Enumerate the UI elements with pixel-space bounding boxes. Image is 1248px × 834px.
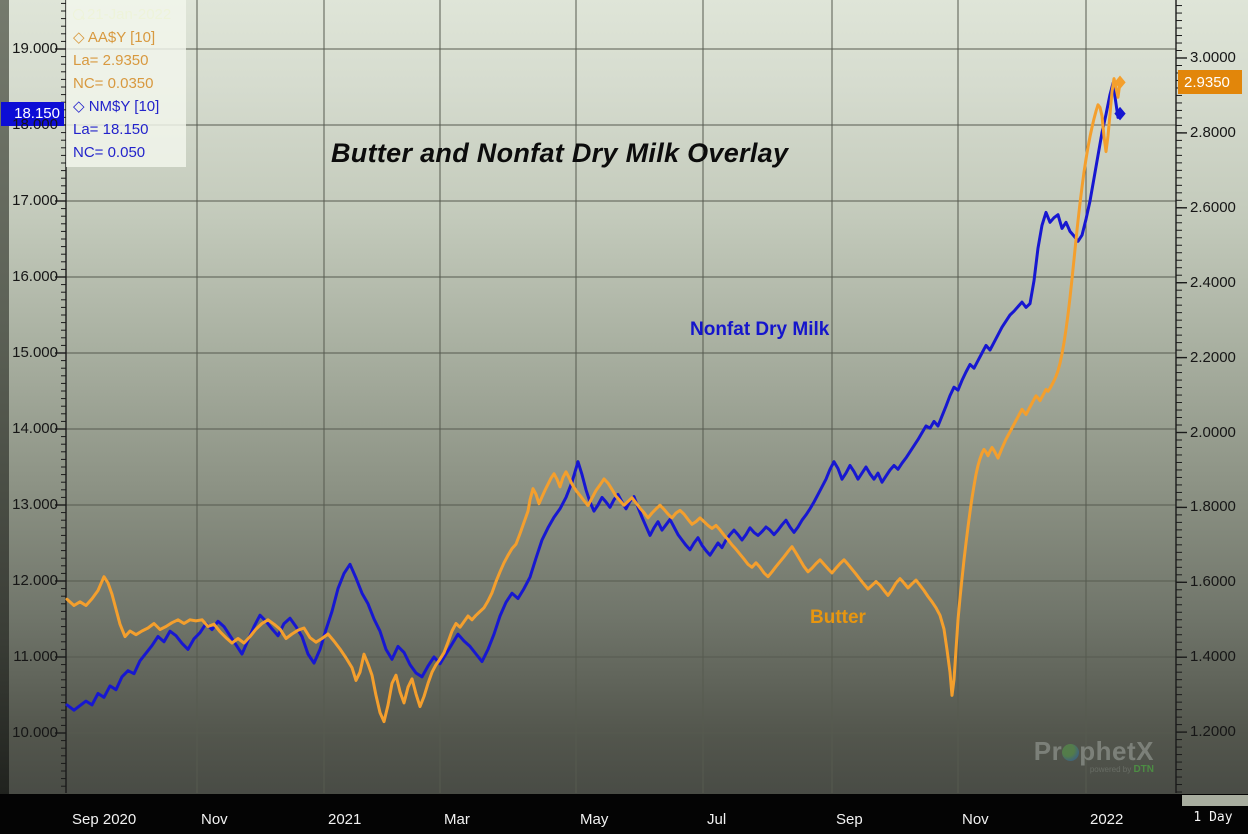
time-axis-label: 2022 (1090, 811, 1124, 828)
right-axis-tick-label: 2.2000 (1190, 348, 1236, 366)
time-axis-label: May (580, 811, 609, 828)
time-axis-label: Nov (962, 811, 989, 828)
left-axis-tick-label: 14.000 (12, 420, 58, 437)
right-axis-tick-label: 1.8000 (1190, 498, 1236, 516)
series-nonfat-dry-milk (65, 81, 1122, 712)
period-label: 1 Day (1193, 810, 1233, 825)
time-axis-label: Nov (201, 811, 228, 828)
legend-nonfat-netchange: NC= 0.050 (73, 144, 146, 161)
legend-date: 21-Jan-2022 (87, 6, 172, 23)
right-axis-tick-label: 3.0000 (1190, 49, 1236, 66)
butter-label: Butter (810, 607, 866, 628)
left-edge-shadow (0, 0, 9, 796)
legend-nonfat-last: La= 18.150 (73, 121, 149, 138)
left-axis-tick-label: 13.000 (12, 496, 58, 513)
right-axis-tick-label: 2.0000 (1190, 423, 1236, 441)
prophetx-logo: Pr phetX (1033, 736, 1154, 766)
left-axis-tick-label: 12.000 (12, 572, 58, 589)
powered-by-dtn: powered by DTN (1089, 764, 1154, 775)
time-axis-label: Jul (707, 811, 727, 828)
left-axis-tick-label: 11.000 (13, 648, 58, 665)
nonfat-dry-milk-label: Nonfat Dry Milk (690, 319, 830, 340)
last-price-badge-nonfat: 18.150 (1, 101, 64, 126)
left-axis-tick-label: 16.000 (12, 268, 58, 285)
series-end-diamond (1114, 75, 1126, 90)
left-axis-tick-label: 18.000 (12, 116, 58, 133)
prophetx-watermark: Pr phetX powered by DTN (988, 736, 1154, 775)
time-axis-label: 2021 (328, 811, 362, 828)
time-axis-label: Mar (444, 811, 470, 828)
chart-title: Butter and Nonfat Dry Milk Overlay (331, 138, 789, 168)
left-axis-tick-label: 17.000 (12, 192, 58, 209)
dtn-logo: DTN (1133, 764, 1154, 775)
right-axis-tick-label: 2.4000 (1190, 273, 1236, 291)
time-axis-bar (0, 794, 1248, 834)
right-axis-tick-label: 2.8000 (1190, 123, 1236, 141)
time-axis-label: Sep 2020 (72, 811, 137, 828)
right-axis-tick-label: 1.4000 (1190, 648, 1236, 666)
legend-butter-netchange: NC= 0.0350 (73, 75, 154, 92)
legend-date-row: 21-Jan-2022 (73, 3, 186, 26)
magnifier-icon (73, 9, 84, 20)
left-axis-tick-label: 10.000 (12, 724, 58, 741)
horizontal-scrollbar-thumb[interactable] (1181, 795, 1248, 806)
last-price-badge-butter: 2.9350 (1178, 70, 1242, 95)
right-axis-tick-label: 1.6000 (1190, 573, 1236, 591)
legend-panel: 21-Jan-2022 ◇ AA$Y [10] La= 2.9350 NC= 0… (66, 0, 186, 167)
prophetx-globe-icon (1062, 744, 1080, 761)
left-axis-tick-label: 15.000 (12, 344, 58, 361)
series-butter (65, 77, 1122, 724)
time-axis-label: Sep (836, 811, 863, 828)
right-axis-tick-label: 2.6000 (1190, 198, 1236, 216)
right-axis-tick-label: 1.2000 (1190, 723, 1236, 741)
legend-series-butter[interactable]: ◇ AA$Y [10] (73, 29, 156, 46)
legend-series-nonfat[interactable]: ◇ NM$Y [10] (73, 98, 160, 115)
left-axis-tick-label: 19.000 (12, 40, 58, 57)
series-end-diamond (1114, 106, 1126, 121)
legend-butter-last: La= 2.9350 (73, 52, 149, 69)
